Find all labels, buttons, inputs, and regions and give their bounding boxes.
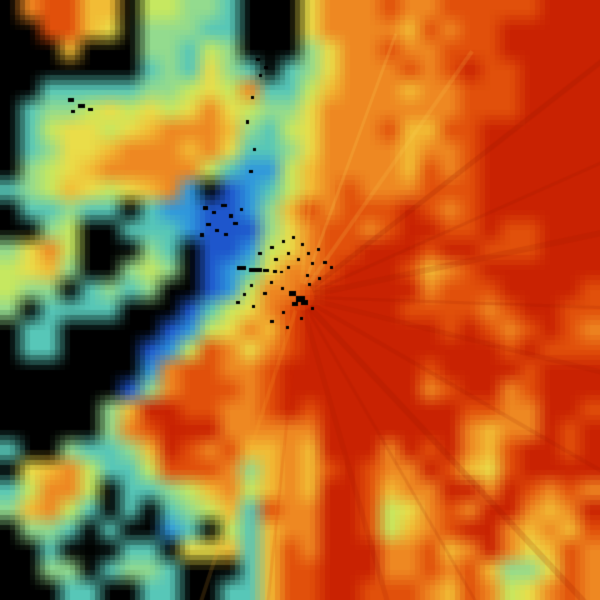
radar-reflectivity-heatmap <box>0 0 600 600</box>
radar-display <box>0 0 600 600</box>
